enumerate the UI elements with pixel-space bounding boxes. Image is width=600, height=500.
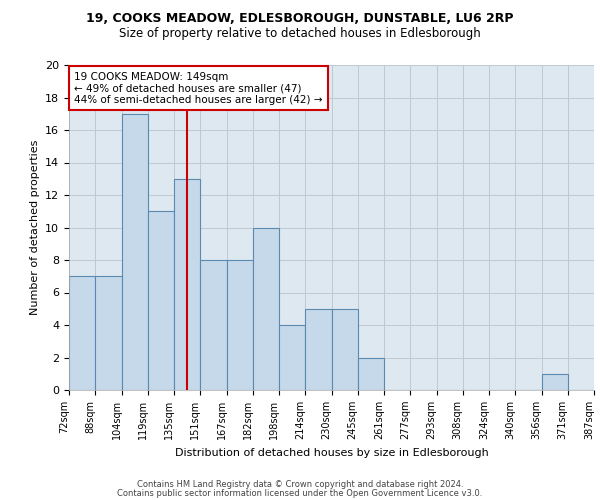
Bar bbox=[542, 374, 568, 390]
Text: 19 COOKS MEADOW: 149sqm
← 49% of detached houses are smaller (47)
44% of semi-de: 19 COOKS MEADOW: 149sqm ← 49% of detache… bbox=[74, 72, 323, 104]
Bar bbox=[200, 260, 227, 390]
Bar bbox=[227, 260, 253, 390]
Bar bbox=[331, 308, 358, 390]
Bar bbox=[279, 325, 305, 390]
Bar bbox=[358, 358, 384, 390]
Text: Contains public sector information licensed under the Open Government Licence v3: Contains public sector information licen… bbox=[118, 489, 482, 498]
Bar bbox=[121, 114, 148, 390]
Bar bbox=[253, 228, 279, 390]
Text: 19, COOKS MEADOW, EDLESBOROUGH, DUNSTABLE, LU6 2RP: 19, COOKS MEADOW, EDLESBOROUGH, DUNSTABL… bbox=[86, 12, 514, 26]
Bar bbox=[174, 179, 200, 390]
Text: Contains HM Land Registry data © Crown copyright and database right 2024.: Contains HM Land Registry data © Crown c… bbox=[137, 480, 463, 489]
Bar bbox=[305, 308, 331, 390]
Y-axis label: Number of detached properties: Number of detached properties bbox=[29, 140, 40, 315]
Bar bbox=[69, 276, 95, 390]
X-axis label: Distribution of detached houses by size in Edlesborough: Distribution of detached houses by size … bbox=[175, 448, 488, 458]
Bar bbox=[148, 211, 174, 390]
Bar bbox=[95, 276, 121, 390]
Text: Size of property relative to detached houses in Edlesborough: Size of property relative to detached ho… bbox=[119, 28, 481, 40]
